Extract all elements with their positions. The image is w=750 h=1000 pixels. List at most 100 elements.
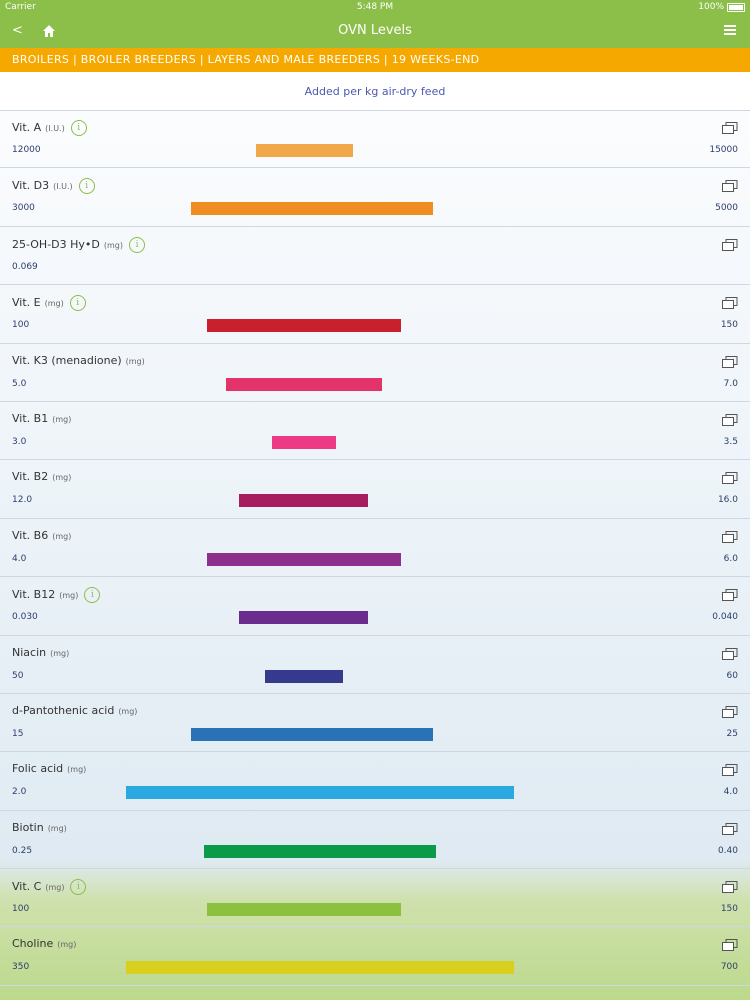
home-icon[interactable] xyxy=(42,24,56,38)
nutrient-row[interactable]: Folic acid (mg) 2.0 4.0 xyxy=(0,752,750,811)
nutrient-row[interactable]: d-Pantothenic acid (mg) 15 25 xyxy=(0,694,750,753)
copy-icon[interactable] xyxy=(722,122,738,134)
copy-icon[interactable] xyxy=(722,238,738,251)
range-bar xyxy=(190,202,434,216)
nutrient-label: Vit. B12 xyxy=(12,588,56,602)
nutrient-unit: (mg) xyxy=(103,240,124,250)
nutrient-row[interactable]: Vit. B6 (mg) 4.0 6.0 xyxy=(0,519,750,578)
nutrient-row[interactable]: Niacin (mg) 50 60 xyxy=(0,636,750,694)
nutrient-label: Vit. A xyxy=(12,121,42,134)
copy-icon[interactable] xyxy=(722,589,738,602)
category-bar: BROILERS | BROILER BREEDERS | LAYERS AND… xyxy=(0,48,750,72)
copy-icon[interactable] xyxy=(722,472,738,485)
min-value: 12000 xyxy=(12,145,41,155)
nutrient-row[interactable]: Vit. B12 (mg) i 0.030 0.040 xyxy=(0,577,750,636)
nutrient-row[interactable]: Vit. A (I.U.) i 12000 15000 xyxy=(0,110,750,169)
nutrient-name: d-Pantothenic acid (mg) xyxy=(12,704,137,717)
info-icon[interactable]: i xyxy=(70,120,87,136)
max-value: 7.0 xyxy=(723,378,738,389)
nutrient-name: Vit. B6 (mg) xyxy=(12,529,71,542)
range-bar xyxy=(203,844,437,858)
range-bar xyxy=(239,611,369,625)
nutrient-label: Folic acid xyxy=(12,762,64,776)
nutrient-label: Vit. B6 xyxy=(12,528,49,542)
nutrient-label: Vit. E xyxy=(12,296,41,310)
nutrient-label: Vit. B2 xyxy=(12,470,49,484)
nutrient-unit: (mg) xyxy=(125,356,145,366)
nutrient-row[interactable]: Vit. C (mg) i 100 150 xyxy=(0,869,750,928)
nutrient-name: Vit. K3 (menadione) (mg) xyxy=(12,354,145,367)
nutrient-row[interactable]: Vit. B2 (mg) 12.0 16.0 xyxy=(0,460,750,519)
range-bar xyxy=(265,669,343,683)
copy-icon[interactable] xyxy=(722,180,738,193)
nutrient-unit: (mg) xyxy=(44,299,64,309)
max-value: 700 xyxy=(720,962,738,973)
min-value: 0.25 xyxy=(12,845,33,856)
min-value: 100 xyxy=(12,904,30,915)
info-icon[interactable]: i xyxy=(129,236,146,253)
nutrient-label: Vit. D3 xyxy=(12,179,50,193)
copy-icon[interactable] xyxy=(722,881,738,894)
nutrient-label: Niacin xyxy=(12,645,47,659)
nutrient-name: Choline (mg) xyxy=(12,937,76,950)
battery-indicator: 100% xyxy=(698,0,745,14)
nutrient-name: Vit. C (mg) i xyxy=(12,879,87,896)
max-value: 150 xyxy=(720,320,738,331)
nutrient-row[interactable]: Biotin (mg) 0.25 0.40 xyxy=(0,811,750,870)
nutrient-label: Choline xyxy=(12,937,54,951)
copy-icon[interactable] xyxy=(722,705,738,718)
nutrient-row[interactable]: Vit. B1 (mg) 3.0 3.5 xyxy=(0,402,750,461)
page-title: OVN Levels xyxy=(338,23,412,38)
hamburger-menu-icon[interactable] xyxy=(724,25,736,37)
min-value: 50 xyxy=(12,670,24,681)
nutrient-row[interactable]: 25-OH-D3 Hy•D (mg) i 0.069 xyxy=(0,227,750,286)
nutrient-name: Biotin (mg) xyxy=(12,821,67,834)
nutrient-name: 25-OH-D3 Hy•D (mg) i xyxy=(12,236,146,253)
max-value: 6.0 xyxy=(723,553,738,564)
min-value: 350 xyxy=(12,962,30,973)
range-bar xyxy=(226,377,382,391)
min-value: 3.0 xyxy=(12,436,27,447)
nutrient-row[interactable]: Choline (mg) 350 700 xyxy=(0,927,750,986)
subheading: Added per kg air-dry feed xyxy=(0,72,750,111)
range-bar xyxy=(207,552,401,566)
status-bar: Carrier 5:48 PM 100% xyxy=(0,0,750,14)
nutrient-label: Biotin xyxy=(12,820,44,834)
nutrient-unit: (I.U.) xyxy=(53,182,73,192)
info-icon[interactable]: i xyxy=(78,178,95,195)
nutrient-name: Folic acid (mg) xyxy=(12,762,86,775)
copy-icon[interactable] xyxy=(722,355,738,368)
nav-bar: < OVN Levels xyxy=(0,14,750,48)
max-value: 15000 xyxy=(709,145,738,155)
max-value: 25 xyxy=(726,728,738,739)
nutrient-row[interactable]: Vit. E (mg) i 100 150 xyxy=(0,285,750,344)
copy-icon[interactable] xyxy=(722,297,738,310)
copy-icon[interactable] xyxy=(722,530,738,543)
range-bar xyxy=(239,494,369,508)
nutrient-unit: (mg) xyxy=(52,473,72,483)
copy-icon[interactable] xyxy=(722,822,738,835)
max-value: 0.040 xyxy=(712,612,738,623)
nutrient-unit: (mg) xyxy=(52,531,72,541)
copy-icon[interactable] xyxy=(722,939,738,952)
copy-icon[interactable] xyxy=(722,647,738,660)
nutrient-row[interactable]: Vit. D3 (I.U.) i 3000 5000 xyxy=(0,168,750,227)
info-icon[interactable]: i xyxy=(70,879,87,896)
copy-icon[interactable] xyxy=(722,764,738,777)
range-bar xyxy=(126,961,514,975)
chevron-left-icon[interactable]: < xyxy=(12,23,23,38)
info-icon[interactable]: i xyxy=(84,587,101,604)
info-icon[interactable]: i xyxy=(69,295,86,312)
min-value: 3000 xyxy=(12,203,35,214)
copy-icon[interactable] xyxy=(722,413,738,426)
min-value: 5.0 xyxy=(12,378,27,389)
max-value: 5000 xyxy=(715,203,738,214)
nutrient-label: d-Pantothenic acid xyxy=(12,703,115,717)
max-value: 0.40 xyxy=(717,845,738,856)
min-value: 12.0 xyxy=(12,495,33,506)
range-bar xyxy=(271,435,337,449)
range-bar xyxy=(126,786,514,800)
max-value: 150 xyxy=(720,904,738,915)
nutrient-row[interactable]: Vit. K3 (menadione) (mg) 5.0 7.0 xyxy=(0,344,750,402)
min-value: 2.0 xyxy=(12,787,27,798)
